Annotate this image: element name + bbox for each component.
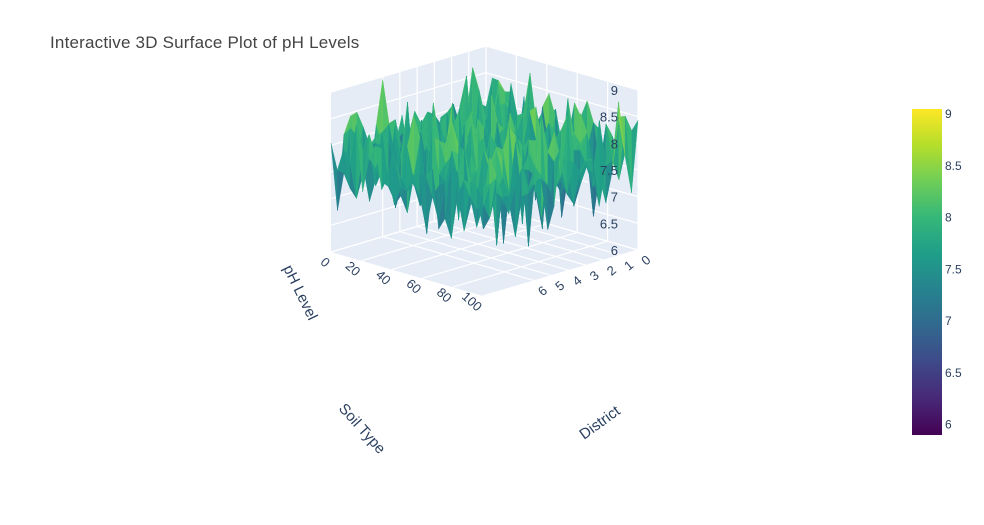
surface-facet: [482, 184, 490, 206]
surface-facet: [521, 168, 529, 197]
z-tick-label: 9: [611, 83, 618, 98]
x-tick-label: 2: [604, 262, 619, 278]
gridline-z: [485, 45, 639, 91]
colorbar-tick-label: 7.5: [945, 262, 962, 276]
surface-facet: [618, 101, 626, 156]
colorbar-tick-label: 8: [945, 211, 952, 225]
z-tick-label: 8.5: [600, 110, 618, 125]
gridline-y: [330, 205, 487, 253]
gridline-z: [330, 45, 487, 93]
surface-facet: [631, 120, 639, 193]
surface-facet: [573, 162, 581, 204]
gridline-y: [391, 223, 547, 271]
colorbar-tick-label: 6.5: [945, 366, 962, 380]
x-tick-label: 0: [638, 252, 653, 268]
y-tick-label: 40: [373, 267, 394, 288]
gridline-x: [382, 236, 535, 282]
surface-facet: [515, 168, 522, 237]
surface-facet: [560, 147, 568, 193]
colorbar: 6 6.5 7 7.5 8 8.5 9: [912, 107, 962, 435]
surface-facet: [495, 175, 503, 199]
surface-facet: [502, 196, 510, 214]
gridline-y: [361, 214, 517, 262]
z-tick-label: 6: [611, 243, 618, 258]
surface-facet: [489, 157, 497, 185]
surface-facet: [579, 158, 587, 174]
z-tick-label: 6.5: [600, 216, 618, 231]
surface-facet: [527, 182, 535, 194]
surface-facet: [540, 175, 548, 186]
colorbar-ticks: 6 6.5 7 7.5 8 8.5 9: [945, 107, 962, 431]
gridline-x: [416, 225, 570, 272]
gridline-y: [482, 249, 639, 297]
surface-facet: [624, 116, 632, 193]
y-tick-label: 80: [434, 285, 455, 306]
surface-facet: [547, 184, 555, 230]
colorbar-tick-label: 8.5: [945, 159, 962, 173]
surface-facet: [566, 158, 574, 193]
colorbar-tick-label: 6: [945, 418, 952, 432]
y-axis-title: Soil Type: [335, 400, 389, 457]
surface-facet: [586, 158, 593, 161]
x-axis-title: District: [576, 402, 624, 443]
ph-surface[interactable]: [330, 67, 639, 247]
x-tick-label: 3: [587, 267, 602, 283]
surface-facet: [553, 147, 561, 206]
surface-facet: [605, 160, 613, 203]
gridline-y: [452, 240, 608, 288]
chart-title: Interactive 3D Surface Plot of pH Levels: [50, 33, 360, 52]
gridline-y: [422, 231, 578, 279]
surface-facet: [534, 166, 542, 184]
surface-facet: [599, 120, 606, 207]
gridline-z: [330, 72, 487, 120]
y-tick-label: 20: [343, 258, 364, 279]
x-tick-label: 6: [535, 283, 550, 299]
gridline-x: [399, 230, 553, 277]
x-tick-label: 1: [621, 257, 636, 273]
surface-facet: [592, 159, 600, 207]
z-tick-label: 7: [611, 190, 618, 205]
x-tick-label: 5: [552, 278, 567, 294]
colorbar-gradient: [912, 109, 942, 435]
x-tick-label: 4: [569, 273, 584, 289]
colorbar-tick-label: 7: [945, 314, 952, 328]
surface-facet: [508, 184, 516, 214]
z-tick-label: 7.5: [600, 163, 618, 178]
z-tick-label: 8: [611, 136, 618, 151]
gridline-x: [468, 210, 621, 256]
gridline-z: [485, 72, 639, 118]
y-tick-label: 60: [403, 276, 424, 297]
colorbar-tick-label: 9: [945, 107, 952, 121]
y-tick-label: 0: [318, 254, 333, 270]
floor: [331, 206, 638, 296]
z-axis-title: pH Level: [279, 262, 320, 323]
surface-facet: [611, 101, 619, 171]
gridline-x: [434, 220, 587, 266]
